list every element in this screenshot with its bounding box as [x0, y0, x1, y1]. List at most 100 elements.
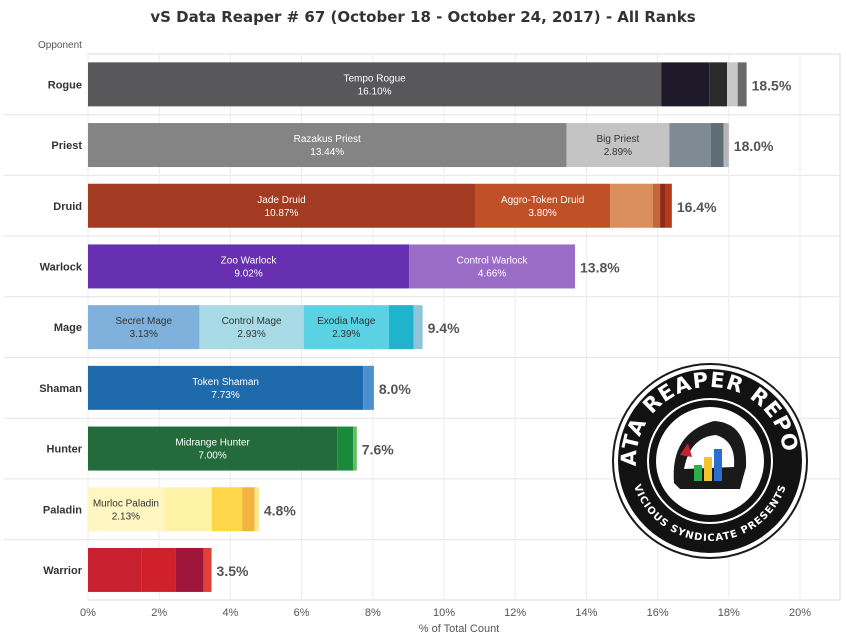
- bar-segment: [141, 547, 176, 592]
- x-tick-label: 0%: [80, 607, 96, 619]
- bar-row-rogue: Rogue Tempo Rogue 16.10% 18.5%: [48, 62, 792, 107]
- bar-segment: [175, 547, 204, 592]
- bar-segment-token-shaman: [88, 365, 364, 410]
- bar-segment: [661, 62, 710, 107]
- row-total-label: 18.5%: [752, 77, 792, 93]
- x-tick-label: 14%: [575, 607, 597, 619]
- x-tick-label: 2%: [151, 607, 167, 619]
- row-total-label: 16.4%: [677, 199, 717, 215]
- segment-value-label: 2.93%: [237, 329, 265, 340]
- row-total-label: 18.0%: [734, 138, 774, 154]
- bar-segment: [363, 365, 374, 410]
- x-tick-label: 10%: [433, 607, 455, 619]
- segment-value-label: 2.89%: [604, 147, 632, 158]
- bar-segment: [388, 305, 414, 350]
- bar-row-warlock: Warlock Zoo Warlock 9.02% Control Warlock 4.…: [40, 244, 620, 289]
- bar-rows: Rogue Tempo Rogue 16.10% 18.5% Priest Razakus…: [39, 62, 792, 592]
- x-tick-label: 6%: [294, 607, 310, 619]
- segment-name-label: Midrange Hunter: [175, 438, 250, 449]
- bar-segment: [669, 123, 711, 168]
- bar-segment-jade-druid: [88, 183, 475, 228]
- row-total-label: 8.0%: [379, 381, 411, 397]
- row-label: Mage: [54, 322, 82, 334]
- segment-name-label: Exodia Mage: [317, 316, 376, 327]
- x-tick-label: 18%: [718, 607, 740, 619]
- segment-value-label: 16.10%: [358, 86, 392, 97]
- segment-name-label: Murloc Paladin: [93, 498, 159, 509]
- segment-name-label: Razakus Priest: [294, 134, 361, 145]
- segment-value-label: 13.44%: [310, 147, 344, 158]
- row-total-label: 9.4%: [428, 320, 460, 336]
- bar-segment-control-warlock: [409, 244, 576, 289]
- bar-segment-midrange-hunter: [88, 426, 338, 471]
- segment-name-label: Token Shaman: [192, 377, 259, 388]
- data-reaper-logo: DATA REAPER REPORT VICIOUS SYNDICATE PRE…: [612, 363, 808, 559]
- bar-segment: [660, 183, 666, 228]
- row-label: Warrior: [43, 565, 82, 577]
- bar-segment: [353, 426, 357, 471]
- segment-name-label: Tempo Rogue: [343, 73, 406, 84]
- row-total-label: 13.8%: [580, 259, 620, 275]
- segment-name-label: Control Warlock: [457, 255, 529, 266]
- bar-segment: [242, 487, 255, 532]
- bar-segment: [665, 183, 672, 228]
- segment-name-label: Zoo Warlock: [221, 255, 278, 266]
- row-label: Warlock: [40, 261, 83, 273]
- bar-segment-secret-mage: [88, 305, 200, 350]
- bar-segment: [711, 123, 724, 168]
- row-total-label: 3.5%: [217, 563, 249, 579]
- bar-segment: [337, 426, 354, 471]
- x-tick-label: 8%: [365, 607, 381, 619]
- chart-title: vS Data Reaper # 67 (October 18 - Octobe…: [150, 8, 696, 26]
- row-total-label: 7.6%: [362, 442, 394, 458]
- segment-value-label: 7.73%: [211, 390, 239, 401]
- segment-value-label: 10.87%: [265, 208, 299, 219]
- bar-segment: [211, 487, 243, 532]
- bar-segment-control-mage: [199, 305, 304, 350]
- segment-value-label: 2.13%: [112, 511, 140, 522]
- row-label: Druid: [53, 201, 82, 213]
- segment-value-label: 9.02%: [234, 268, 262, 279]
- segment-name-label: Aggro-Token Druid: [501, 195, 584, 206]
- bar-row-warrior: Warrior 3.5%: [43, 547, 249, 592]
- bar-segment: [709, 62, 728, 107]
- bar-segment: [413, 305, 423, 350]
- bar-segment: [723, 123, 729, 168]
- row-label: Priest: [51, 140, 82, 152]
- segment-value-label: 4.66%: [478, 268, 506, 279]
- row-label: Shaman: [39, 383, 82, 395]
- bar-segment: [163, 487, 212, 532]
- x-tick-label: 20%: [789, 607, 811, 619]
- row-label: Hunter: [47, 444, 83, 456]
- row-total-label: 4.8%: [264, 502, 296, 518]
- bar-segment: [727, 62, 738, 107]
- bar-segment: [652, 183, 661, 228]
- bar-segment: [610, 183, 653, 228]
- bar-segment: [88, 547, 142, 592]
- bar-segment: [737, 62, 747, 107]
- segment-value-label: 3.13%: [130, 329, 158, 340]
- row-label: Rogue: [48, 79, 82, 91]
- x-axis-ticks: 0% 2% 4% 6% 8% 10% 12% 14% 16% 18% 20%: [80, 607, 811, 619]
- bar-segment: [203, 547, 212, 592]
- bar-row-mage: Mage Secret Mage 3.13% Control Mage 2.93% Exo…: [54, 305, 460, 350]
- bar-segment-exodia-mage: [303, 305, 389, 350]
- segment-name-label: Control Mage: [222, 316, 282, 327]
- segment-name-label: Secret Mage: [115, 316, 172, 327]
- row-axis-label: Opponent: [38, 40, 82, 51]
- x-tick-label: 4%: [222, 607, 238, 619]
- x-axis-title: % of Total Count: [419, 623, 500, 635]
- segment-value-label: 2.39%: [332, 329, 360, 340]
- bar-segment-tempo-rogue: [88, 62, 662, 107]
- bar-row-druid: Druid Jade Druid 10.87% Aggro-Token Druid 3.…: [53, 183, 717, 228]
- segment-name-label: Big Priest: [597, 134, 640, 145]
- bar-segment-big-priest: [566, 123, 670, 168]
- bar-segment-murloc-paladin: [88, 487, 164, 532]
- segment-name-label: Jade Druid: [257, 195, 305, 206]
- row-label: Paladin: [43, 504, 82, 516]
- bar-segment: [254, 487, 259, 532]
- bar-chart-icon: [694, 449, 722, 481]
- bar-row-hunter: Hunter Midrange Hunter 7.00% 7.6%: [47, 426, 394, 471]
- segment-value-label: 7.00%: [198, 451, 226, 462]
- bar-row-priest: Priest Razakus Priest 13.44% Big Priest 2.89…: [51, 123, 774, 168]
